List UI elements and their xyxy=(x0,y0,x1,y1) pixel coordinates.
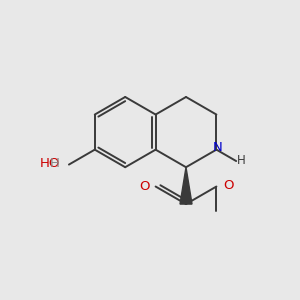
Text: HO: HO xyxy=(39,157,60,170)
Text: H: H xyxy=(237,154,246,167)
Text: H: H xyxy=(50,157,60,170)
Polygon shape xyxy=(180,167,192,204)
Text: O: O xyxy=(140,180,150,193)
Text: O: O xyxy=(223,179,233,192)
Text: N: N xyxy=(212,141,222,154)
